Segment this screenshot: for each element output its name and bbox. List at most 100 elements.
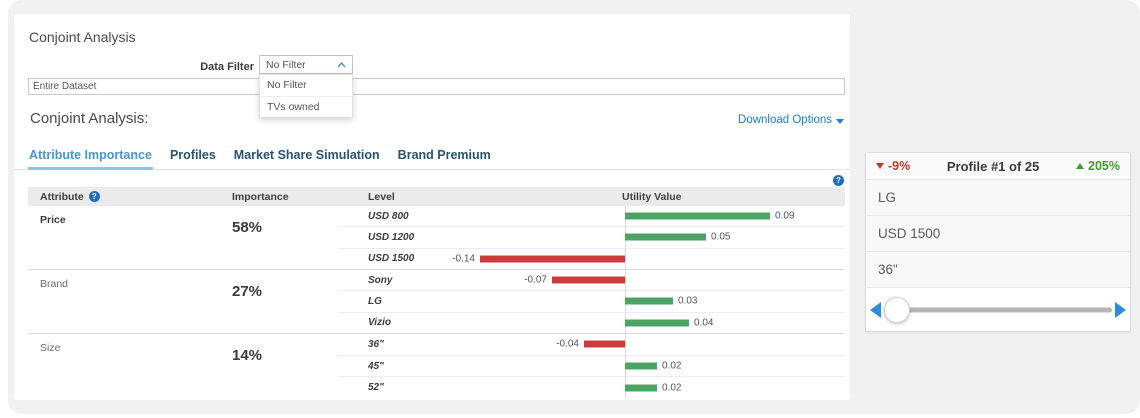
levels: 36" -0.04 45" 0.02 52" 0.02: [338, 334, 845, 398]
tab[interactable]: Market Share Simulation: [233, 144, 381, 169]
profile-attribute-row[interactable]: USD 1500: [866, 216, 1130, 252]
utility-bar: [480, 255, 625, 263]
level-chart: 0.05: [480, 227, 845, 247]
utility-bar: [625, 297, 673, 305]
help-icon[interactable]: ?: [88, 191, 100, 202]
level-label: Sony: [368, 274, 393, 286]
increase-value: 205%: [1088, 159, 1120, 173]
dataset-input[interactable]: [28, 78, 845, 95]
slider-handle[interactable]: [883, 296, 910, 323]
column-header-level: Level: [368, 190, 395, 203]
level-label: 45": [368, 360, 384, 372]
table-body: Price 58% USD 800 0.09 USD 1200 0.05 USD…: [28, 206, 845, 398]
level-chart: 0.02: [480, 377, 845, 398]
increase-badge: 205%: [1076, 159, 1120, 173]
tab[interactable]: Profiles: [169, 144, 217, 169]
level-chart: 0.02: [480, 356, 845, 377]
level-row: 45" 0.02: [338, 356, 845, 378]
level-row: USD 1500 -0.14: [338, 249, 845, 269]
utility-value-label: 0.09: [775, 210, 795, 222]
triangle-up-icon: [1076, 163, 1085, 169]
level-row: 52" 0.02: [338, 377, 845, 398]
level-chart: 0.09: [480, 206, 845, 226]
utility-value-label: -0.07: [524, 274, 547, 286]
utility-value-label: 0.04: [694, 317, 714, 329]
tab[interactable]: Brand Premium: [397, 144, 492, 169]
profile-card: -9% Profile #1 of 25 205% LG USD 1500 36": [865, 152, 1131, 332]
level-label: USD 1500: [368, 253, 415, 265]
level-chart: -0.04: [480, 334, 845, 355]
importance-value: 58%: [232, 219, 263, 236]
profile-rows: LG USD 1500 36": [866, 180, 1130, 288]
level-row: Sony -0.07: [338, 270, 845, 292]
tab-label: Attribute Importance: [29, 148, 152, 162]
attribute-name: Brand: [40, 278, 69, 290]
conjoint-analysis-panel: Conjoint Analysis Data Filter No Filter …: [14, 14, 850, 400]
attribute-group: Price 58% USD 800 0.09 USD 1200 0.05 USD…: [28, 206, 845, 270]
tab-label: Profiles: [169, 148, 216, 162]
level-chart: -0.07: [480, 270, 845, 290]
utility-value-label: 0.03: [678, 295, 698, 307]
column-header-importance: Importance: [232, 190, 289, 203]
data-filter-selected-value: No Filter: [266, 58, 306, 71]
attribute-name: Price: [40, 214, 66, 226]
level-chart: 0.04: [480, 313, 845, 333]
levels: Sony -0.07 LG 0.03 Vizio 0.04: [338, 270, 845, 333]
tab-label: Market Share Simulation: [233, 148, 380, 162]
attribute-name: Size: [40, 342, 61, 354]
importance-value: 27%: [232, 283, 263, 300]
data-filter-select[interactable]: No Filter: [259, 55, 353, 74]
level-row: USD 800 0.09: [338, 206, 845, 228]
importance-value: 14%: [232, 347, 263, 364]
attribute-importance-table: Attribute ? Importance Level Utility Val…: [28, 187, 845, 398]
tab-label: Brand Premium: [397, 148, 491, 162]
utility-bar: [625, 212, 770, 220]
levels: USD 800 0.09 USD 1200 0.05 USD 1500 -0.1…: [338, 206, 845, 269]
level-label: 52": [368, 382, 384, 394]
data-filter-label: Data Filter: [200, 61, 254, 73]
level-row: Vizio 0.04: [338, 313, 845, 333]
utility-value-label: 0.02: [662, 360, 682, 372]
help-icon[interactable]: ?: [833, 175, 844, 186]
utility-value-label: -0.14: [452, 253, 475, 265]
level-row: USD 1200 0.05: [338, 227, 845, 249]
level-label: USD 1200: [368, 231, 415, 243]
page-title: Conjoint Analysis: [29, 29, 136, 45]
column-header-attribute: Attribute ?: [28, 191, 218, 203]
data-filter-option[interactable]: TVs owned: [260, 96, 352, 117]
download-options-label: Download Options: [738, 114, 832, 126]
slider-prev-arrow-icon[interactable]: [870, 301, 881, 318]
profile-attribute-row[interactable]: 36": [866, 252, 1130, 288]
data-filter-dropdown: No Filter TVs owned: [259, 74, 353, 118]
triangle-down-icon: [876, 163, 884, 169]
table-header: Attribute ? Importance Level Utility Val…: [28, 187, 845, 206]
utility-bar: [625, 362, 657, 370]
section-heading: Conjoint Analysis:: [30, 110, 149, 127]
column-header-utility-value: Utility Value: [622, 190, 682, 203]
profile-header: -9% Profile #1 of 25 205%: [866, 153, 1130, 180]
profile-title: Profile #1 of 25: [946, 158, 1040, 174]
utility-value-label: 0.02: [662, 382, 682, 394]
utility-bar: [625, 233, 706, 241]
utility-bar: [625, 319, 689, 327]
level-row: LG 0.03: [338, 291, 845, 313]
level-row: 36" -0.04: [338, 334, 845, 356]
profile-attribute-row[interactable]: LG: [866, 180, 1130, 216]
slider-next-arrow-icon[interactable]: [1115, 301, 1126, 318]
slider-track[interactable]: [884, 307, 1112, 312]
chevron-up-icon: [337, 61, 346, 68]
download-options-link[interactable]: Download Options: [738, 114, 844, 126]
attribute-group: Brand 27% Sony -0.07 LG 0.03 Vizio 0.04: [28, 270, 845, 334]
level-label: LG: [368, 295, 382, 307]
caret-down-icon: [836, 118, 844, 124]
level-label: Vizio: [368, 317, 391, 329]
utility-bar: [584, 340, 625, 348]
tabs: Attribute Importance Profiles Market Share…: [14, 144, 850, 170]
level-chart: 0.03: [480, 291, 845, 311]
utility-bar: [625, 384, 657, 392]
data-filter-option[interactable]: No Filter: [267, 79, 307, 91]
tab[interactable]: Attribute Importance: [28, 144, 153, 170]
utility-value-label: -0.04: [556, 338, 579, 350]
level-label: USD 800: [368, 210, 409, 222]
decrease-value: -9%: [888, 159, 911, 173]
